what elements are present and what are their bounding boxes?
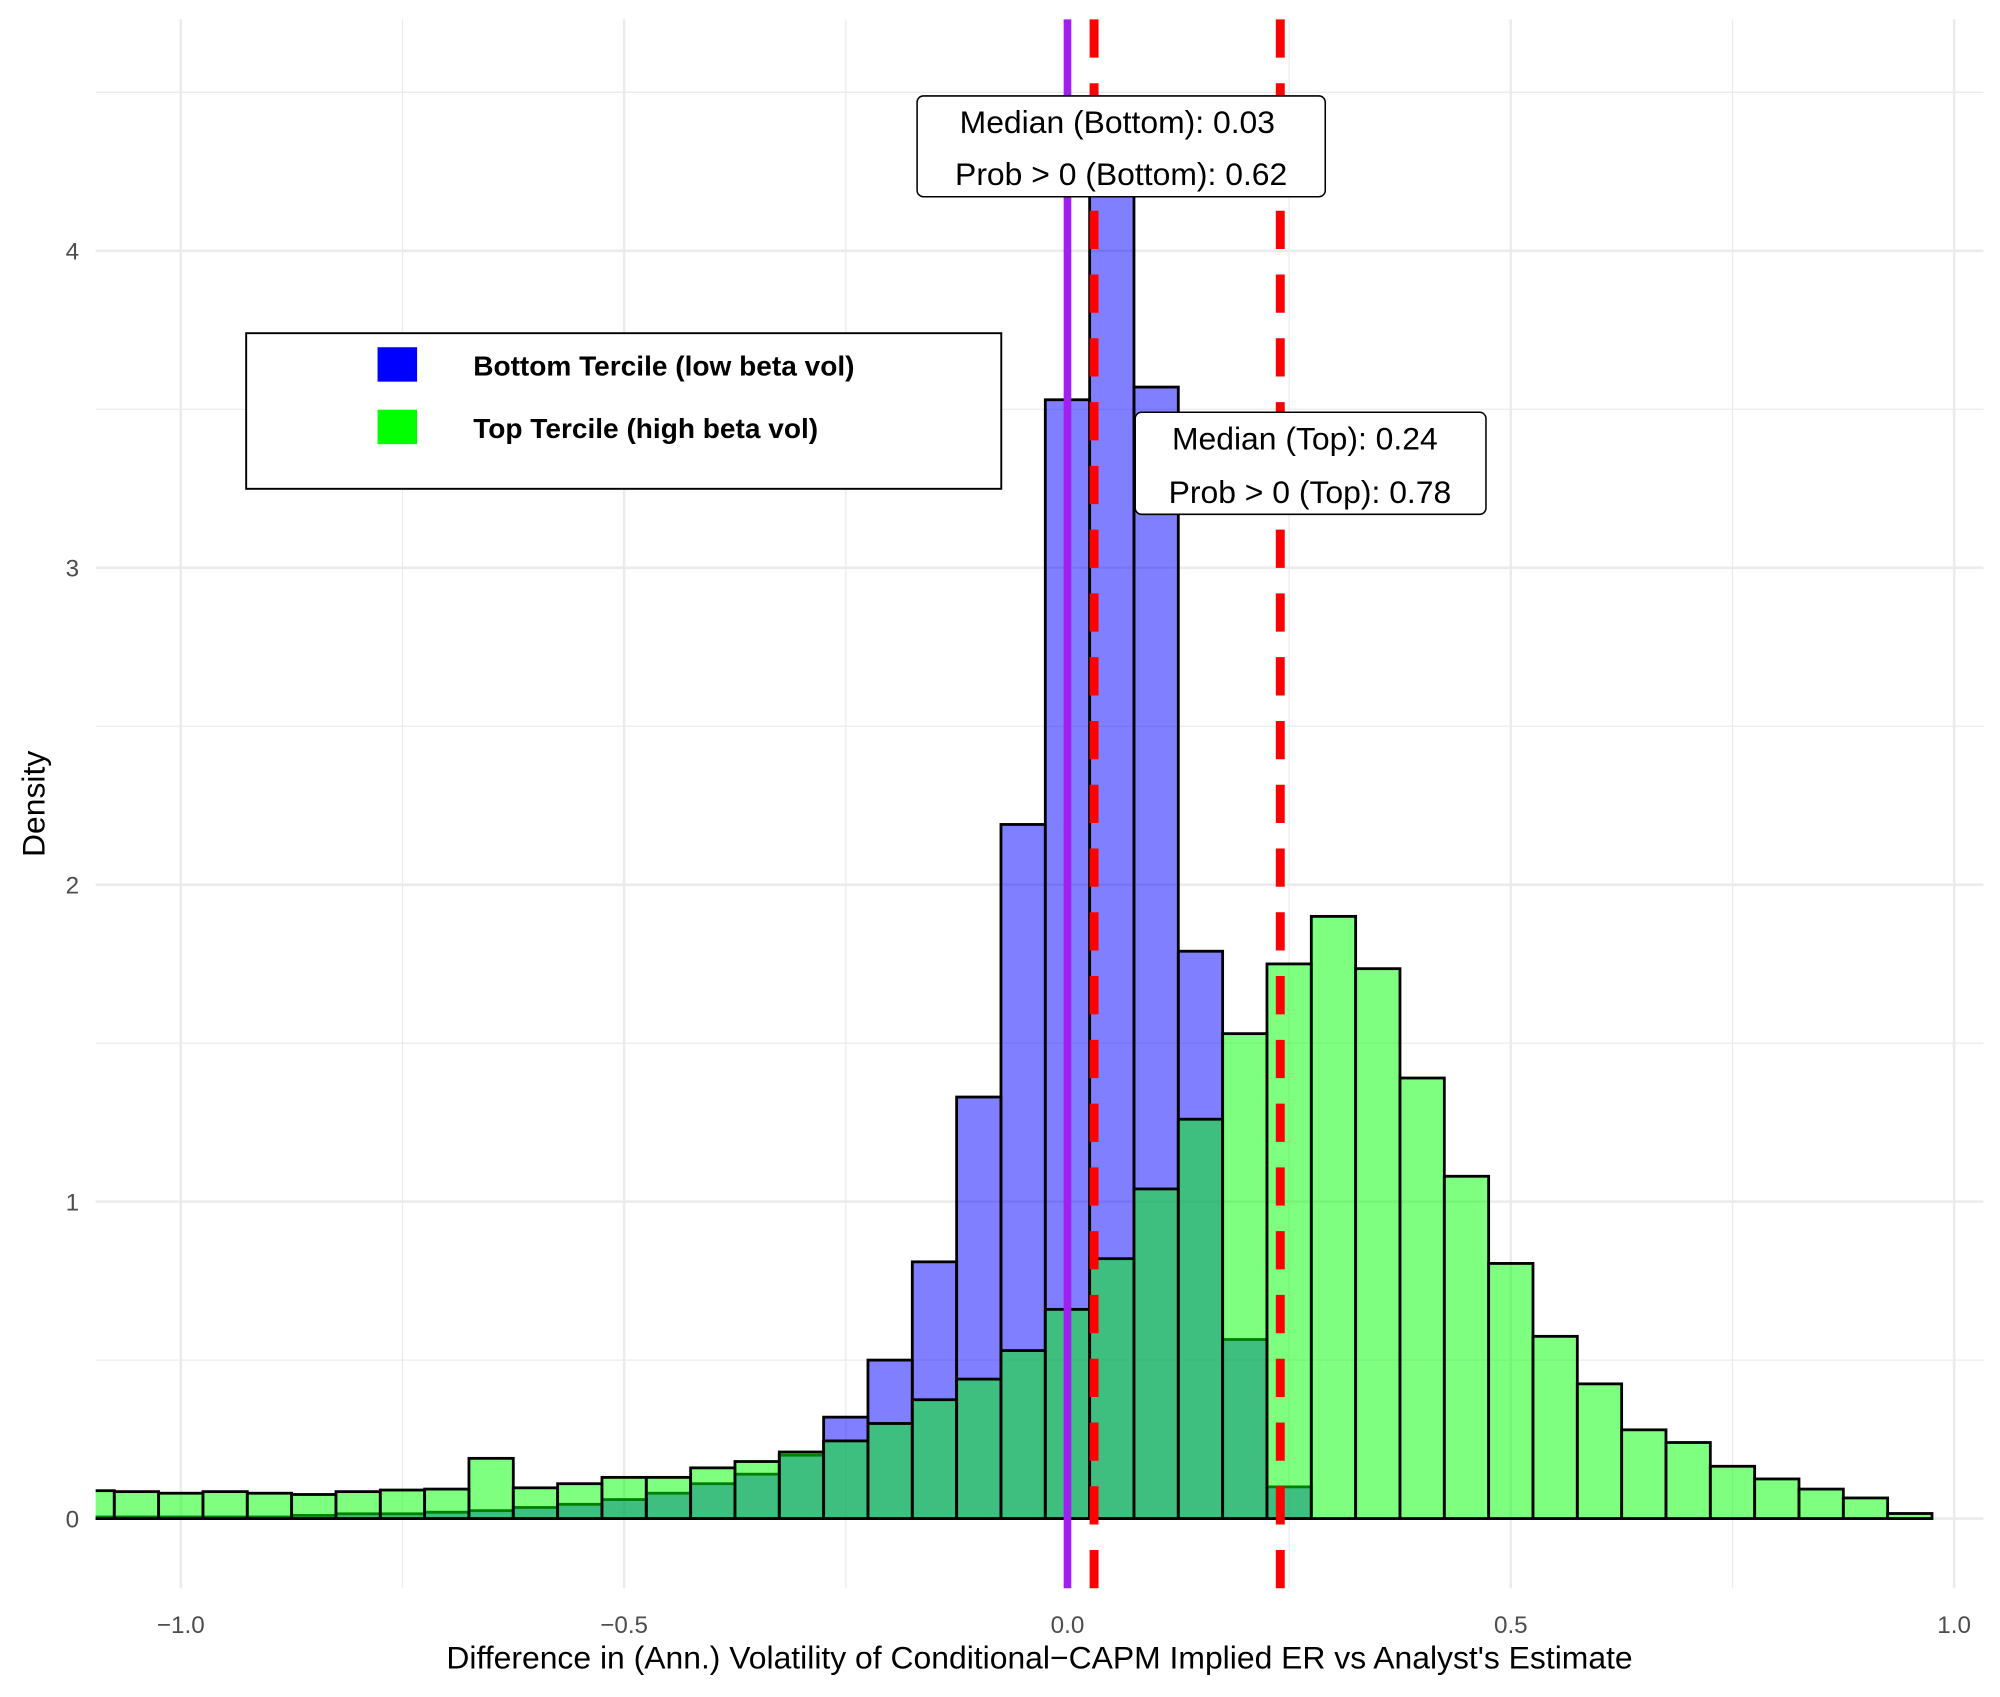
annotation-bottom-median: Median (Bottom): 0.03 xyxy=(960,104,1275,140)
bar-top-tercile xyxy=(999,1349,1047,1520)
bar-top-tercile xyxy=(910,1398,959,1520)
x-tick-label: 1.0 xyxy=(1937,1612,1971,1639)
bar-top-tercile xyxy=(1176,1117,1225,1520)
y-tick-label: 2 xyxy=(66,873,79,900)
legend: Bottom Tercile (low beta vol) Top Tercil… xyxy=(245,332,1003,490)
bar-top-tercile xyxy=(1309,914,1358,1520)
tick-labels: −1.0 −0.5 0.0 0.5 1.0 0 1 2 3 4 xyxy=(66,239,1971,1639)
annotation-top: Median (Top): 0.24 Prob > 0 (Top): 0.78 xyxy=(1134,411,1487,516)
bar-top-tercile xyxy=(1575,1382,1624,1520)
bar-top-tercile xyxy=(1797,1487,1845,1520)
bar-top-tercile xyxy=(1265,962,1313,1520)
bar-top-tercile xyxy=(112,1490,161,1520)
bar-top-tercile xyxy=(290,1493,338,1520)
bar-top-tercile xyxy=(157,1491,205,1520)
bar-top-tercile xyxy=(955,1377,1003,1520)
bar-top-tercile xyxy=(511,1486,560,1520)
x-axis-label: Difference in (Ann.) Volatility of Condi… xyxy=(446,1640,1632,1676)
annotation-bottom-box xyxy=(916,95,1327,198)
bar-top-tercile xyxy=(644,1475,693,1520)
bar-top-tercile xyxy=(600,1475,648,1520)
x-tick-label: −1.0 xyxy=(157,1612,205,1639)
y-axis-label: Density xyxy=(16,751,52,857)
bar-top-tercile xyxy=(1487,1262,1535,1520)
x-tick-label: 0.5 xyxy=(1494,1612,1528,1639)
bar-top-tercile xyxy=(1354,967,1402,1520)
bar-top-tercile xyxy=(689,1466,737,1520)
y-tick-label: 3 xyxy=(66,556,79,583)
legend-label-top: Top Tercile (high beta vol) xyxy=(473,413,818,444)
legend-swatch-top xyxy=(377,409,418,445)
y-tick-label: 1 xyxy=(66,1190,79,1217)
annotation-bottom: Median (Bottom): 0.03 Prob > 0 (Bottom):… xyxy=(916,95,1327,198)
bar-top-tercile xyxy=(423,1487,471,1520)
bar-top-tercile xyxy=(1708,1464,1757,1520)
bar-top-tercile xyxy=(245,1491,294,1520)
bar-top-tercile xyxy=(1841,1496,1890,1520)
annotation-bottom-prob: Prob > 0 (Bottom): 0.62 xyxy=(955,156,1287,192)
bar-top-tercile xyxy=(1620,1428,1668,1520)
bar-top-tercile xyxy=(1442,1174,1491,1520)
legend-box xyxy=(245,332,1003,490)
bar-top-tercile xyxy=(777,1450,826,1520)
bar-top-tercile xyxy=(1531,1334,1579,1520)
y-tick-label: 4 xyxy=(66,239,79,266)
x-tick-label: 0.0 xyxy=(1051,1612,1085,1639)
annotation-top-box xyxy=(1134,411,1487,516)
bar-top-tercile xyxy=(1886,1512,1934,1520)
annotation-top-prob: Prob > 0 (Top): 0.78 xyxy=(1169,474,1452,510)
vertical-lines xyxy=(1063,19,1285,1589)
x-tick-label: −0.5 xyxy=(600,1612,648,1639)
bars xyxy=(95,122,1934,1520)
bar-top-tercile xyxy=(556,1482,604,1520)
bar-top-tercile xyxy=(1398,1076,1446,1520)
bar-top-tercile xyxy=(378,1488,427,1520)
legend-swatch-bottom xyxy=(377,347,418,382)
bar-top-tercile xyxy=(467,1456,515,1520)
bar-top-tercile xyxy=(1753,1477,1801,1520)
bar-top-tercile xyxy=(822,1439,870,1520)
bar-top-tercile xyxy=(866,1422,914,1520)
bar-top-tercile xyxy=(733,1460,781,1520)
annotation-top-median: Median (Top): 0.24 xyxy=(1172,420,1438,456)
bar-top-tercile xyxy=(334,1490,382,1520)
bar-top-tercile xyxy=(1221,1032,1269,1520)
bar-top-tercile xyxy=(1664,1441,1712,1520)
y-tick-label: 0 xyxy=(66,1506,79,1533)
legend-label-bottom: Bottom Tercile (low beta vol) xyxy=(473,350,854,381)
bar-top-tercile xyxy=(1132,1187,1180,1520)
bar-top-tercile xyxy=(201,1490,249,1520)
